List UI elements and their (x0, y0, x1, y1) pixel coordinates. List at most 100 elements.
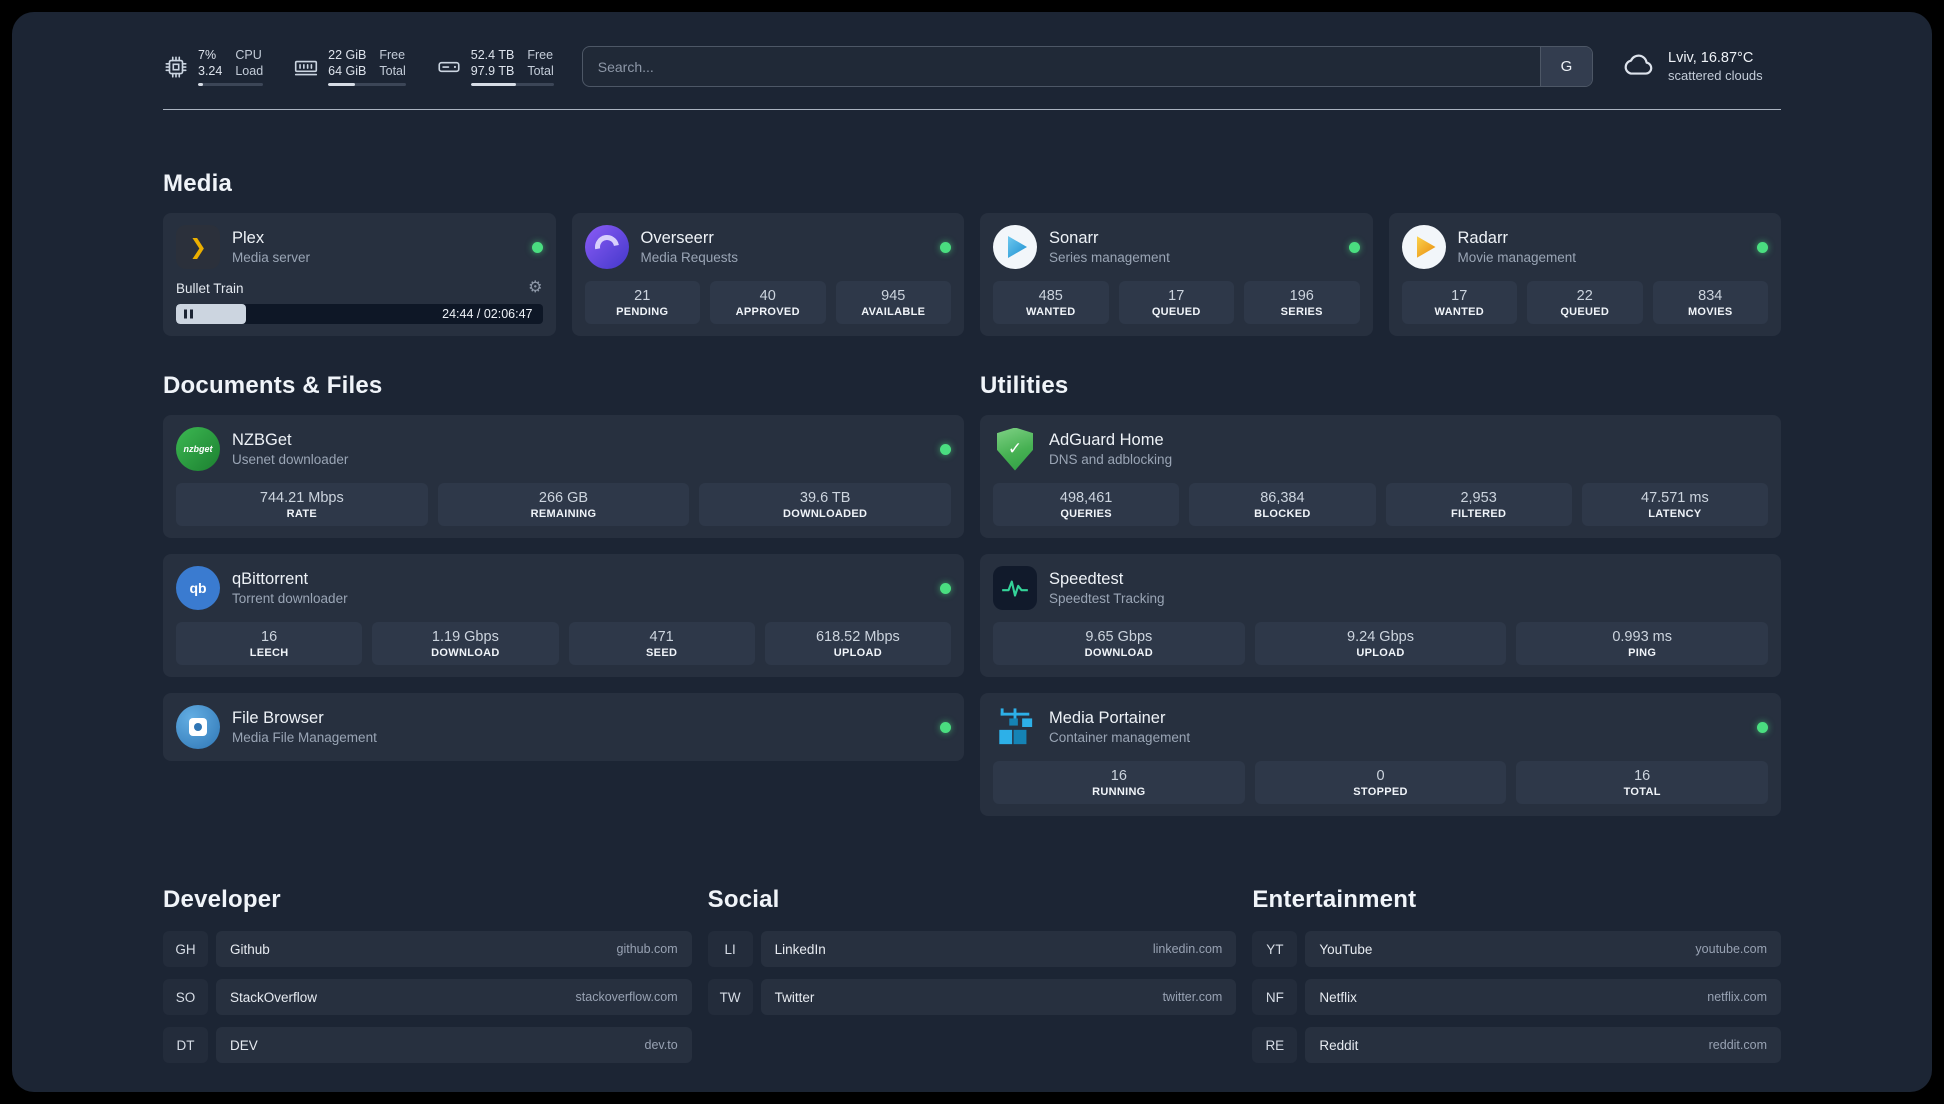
stat-ping: 0.993 ms PING (1516, 622, 1769, 665)
status-online-dot (940, 241, 951, 253)
stat-download: 1.19 Gbps DOWNLOAD (372, 622, 559, 665)
playback-progress-fill (176, 304, 246, 324)
service-name: AdGuard Home (1049, 431, 1164, 449)
stat-leech: 16 LEECH (176, 622, 363, 665)
service-card-qbittorrent[interactable]: qb qBittorrent Torrent downloader 16 LEE… (163, 554, 964, 677)
memory-resource-widget: 22 GiB Free 64 GiB Total (293, 47, 406, 87)
utilities-column: Utilities ✓ AdGuard Home DNS and adblock… (980, 372, 1781, 816)
bookmark-abbr[interactable]: LI (707, 931, 753, 967)
bookmark-abbr[interactable]: GH (163, 931, 208, 967)
search-input[interactable] (582, 47, 1540, 86)
bookmark-link[interactable]: StackOverflow stackoverflow.com (216, 979, 692, 1015)
stat-seed: 471 SEED (568, 622, 755, 665)
stat-running: 16 RUNNING (993, 761, 1245, 804)
nzbget-icon: nzbget (176, 427, 220, 471)
service-desc: Series management (1049, 250, 1170, 265)
service-card-portainer[interactable]: Media Portainer Container management 16 … (980, 693, 1781, 816)
playback-progress-bar[interactable]: 24:44 / 02:06:47 (176, 304, 543, 324)
settings-gear-icon[interactable]: ⚙ (528, 279, 543, 296)
bookmark-abbr[interactable]: TW (707, 979, 753, 1015)
service-name: qBittorrent (232, 570, 309, 588)
bookmark-linkedin[interactable]: LI LinkedIn linkedin.com (707, 931, 1237, 967)
section-title-developer: Developer (163, 886, 281, 913)
bookmark-stackoverflow[interactable]: SO StackOverflow stackoverflow.com (163, 979, 692, 1015)
memory-free-value: 22 GiB (328, 47, 367, 62)
bookmark-abbr[interactable]: YT (1252, 931, 1298, 967)
cpu-label: CPU (235, 47, 262, 62)
bookmarks-section: Developer GH Github github.com SO StackO… (163, 886, 1781, 1075)
stat-queued: 17 QUEUED (1118, 281, 1234, 324)
bookmark-group-developer: Developer GH Github github.com SO StackO… (163, 886, 692, 1075)
overseerr-icon (584, 225, 629, 269)
memory-progress-bar (328, 83, 406, 87)
stat-movies: 834 MOVIES (1652, 281, 1768, 324)
section-title-social: Social (707, 886, 780, 913)
sonarr-icon (993, 225, 1037, 269)
bookmark-reddit[interactable]: RE Reddit reddit.com (1252, 1027, 1781, 1063)
service-card-nzbget[interactable]: nzbget NZBGet Usenet downloader 744.21 M… (163, 415, 964, 538)
stat-filtered: 2,953 FILTERED (1385, 483, 1572, 526)
service-desc: Media server (232, 250, 311, 265)
pause-icon (184, 309, 193, 319)
service-desc: Torrent downloader (232, 591, 348, 606)
stat-series: 196 SERIES (1244, 281, 1360, 324)
stat-remaining: 266 GB REMAINING (437, 483, 690, 526)
bookmark-twitter[interactable]: TW Twitter twitter.com (707, 979, 1237, 1015)
bookmark-abbr[interactable]: RE (1252, 1027, 1298, 1063)
status-online-dot (1348, 241, 1360, 253)
disk-progress-fill (470, 83, 516, 87)
service-name: Media Portainer (1049, 709, 1166, 727)
bookmark-abbr[interactable]: SO (163, 979, 208, 1015)
documents-column: Documents & Files nzbget NZBGet Usenet d… (163, 372, 964, 761)
portainer-icon (993, 705, 1037, 749)
service-name: Radarr (1457, 229, 1508, 247)
stat-wanted: 485 WANTED (993, 281, 1109, 324)
bookmark-link[interactable]: LinkedIn linkedin.com (760, 931, 1237, 967)
service-desc: DNS and adblocking (1049, 452, 1173, 467)
service-desc: Usenet downloader (232, 452, 349, 467)
weather-condition: scattered clouds (1668, 68, 1763, 83)
disk-icon (436, 54, 462, 80)
stat-download: 9.65 Gbps DOWNLOAD (993, 622, 1245, 665)
service-card-sonarr[interactable]: Sonarr Series management 485 WANTED 17 Q… (980, 213, 1373, 336)
bookmark-github[interactable]: GH Github github.com (163, 931, 692, 967)
stat-available: 945 AVAILABLE (835, 281, 951, 324)
stat-rate: 744.21 Mbps RATE (176, 483, 428, 526)
bookmark-link[interactable]: Twitter twitter.com (760, 979, 1237, 1015)
weather-location: Lviv, 16.87°C (1668, 50, 1754, 66)
bookmark-link[interactable]: DEV dev.to (216, 1027, 692, 1063)
cpu-load-value: 3.24 (198, 64, 223, 78)
adguard-icon: ✓ (993, 427, 1037, 471)
service-name: Speedtest (1049, 570, 1124, 588)
bookmark-abbr[interactable]: DT (163, 1027, 208, 1063)
service-name: NZBGet (232, 431, 292, 449)
bookmark-link[interactable]: YouTube youtube.com (1305, 931, 1781, 967)
bookmark-youtube[interactable]: YT YouTube youtube.com (1252, 931, 1781, 967)
stat-wanted: 17 WANTED (1401, 281, 1517, 324)
cpu-value: 7% (198, 47, 217, 62)
stat-upload: 9.24 Gbps UPLOAD (1254, 622, 1507, 665)
service-name: Overseerr (640, 229, 714, 247)
bookmark-link[interactable]: Reddit reddit.com (1305, 1027, 1781, 1063)
service-card-adguard[interactable]: ✓ AdGuard Home DNS and adblocking 498,46… (980, 415, 1781, 538)
bookmark-dev[interactable]: DT DEV dev.to (163, 1027, 692, 1063)
search-bar[interactable]: G (581, 46, 1593, 87)
service-card-plex[interactable]: ❯ Plex Media server Bullet Train ⚙ 24:44… (163, 213, 556, 336)
service-card-radarr[interactable]: Radarr Movie management 17 WANTED 22 QUE… (1388, 213, 1781, 336)
service-card-filebrowser[interactable]: File Browser Media File Management (163, 693, 964, 761)
service-card-speedtest[interactable]: Speedtest Speedtest Tracking 9.65 Gbps D… (980, 554, 1781, 677)
bookmark-link[interactable]: Netflix netflix.com (1305, 979, 1781, 1015)
bookmark-abbr[interactable]: NF (1252, 979, 1298, 1015)
stat-upload: 618.52 Mbps UPLOAD (764, 622, 951, 665)
bookmark-link[interactable]: Github github.com (216, 931, 692, 967)
status-online-dot (940, 443, 951, 455)
memory-progress-fill (328, 83, 355, 87)
bookmark-group-social: Social LI LinkedIn linkedin.com TW Twitt… (707, 886, 1237, 1027)
service-card-overseerr[interactable]: Overseerr Media Requests 21 PENDING 40 A… (571, 213, 964, 336)
search-provider-button[interactable]: G (1540, 47, 1592, 86)
service-desc: Speedtest Tracking (1049, 591, 1165, 606)
bookmark-netflix[interactable]: NF Netflix netflix.com (1252, 979, 1781, 1015)
filebrowser-icon (176, 705, 220, 749)
stat-stopped: 0 STOPPED (1254, 761, 1507, 804)
disk-free-label: Free (527, 47, 554, 62)
